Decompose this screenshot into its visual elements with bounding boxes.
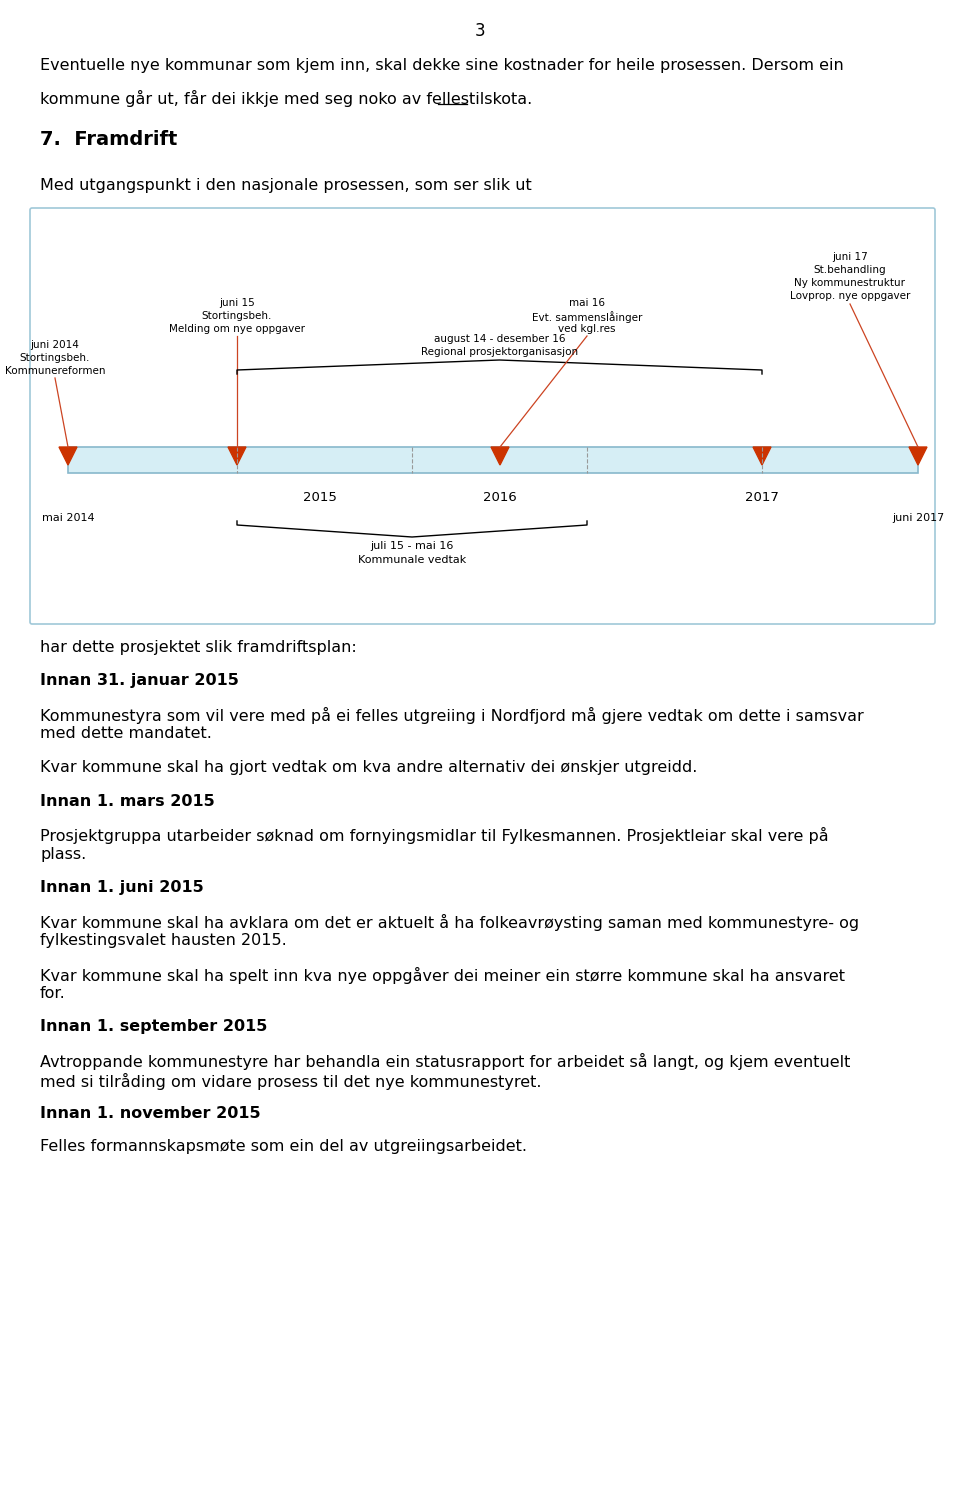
Text: Innan 1. november 2015: Innan 1. november 2015 <box>40 1106 260 1121</box>
Text: juli 15 - mai 16: juli 15 - mai 16 <box>371 541 454 552</box>
Text: Evt. sammenslåinger: Evt. sammenslåinger <box>532 310 642 322</box>
Text: Innan 1. juni 2015: Innan 1. juni 2015 <box>40 880 204 895</box>
Text: med si tilråding om vidare prosess til det nye kommunestyret.: med si tilråding om vidare prosess til d… <box>40 1073 541 1090</box>
Text: har dette prosjektet slik framdriftsplan:: har dette prosjektet slik framdriftsplan… <box>40 640 357 656</box>
Text: Kvar kommune skal ha avklara om det er aktuelt å ha folkeavrøysting saman med ko: Kvar kommune skal ha avklara om det er a… <box>40 913 859 930</box>
Text: Kommunestyra som vil vere med på ei felles utgreiing i Nordfjord må gjere vedtak: Kommunestyra som vil vere med på ei fell… <box>40 707 864 723</box>
Text: ved kgl.res: ved kgl.res <box>559 324 615 335</box>
Text: Innan 31. januar 2015: Innan 31. januar 2015 <box>40 674 239 689</box>
Text: Med utgangspunkt i den nasjonale prosessen, som ser slik ut: Med utgangspunkt i den nasjonale prosess… <box>40 178 532 193</box>
Text: august 14 - desember 16: august 14 - desember 16 <box>434 335 565 344</box>
Text: Kvar kommune skal ha gjort vedtak om kva andre alternativ dei ønskjer utgreidd.: Kvar kommune skal ha gjort vedtak om kva… <box>40 760 697 775</box>
Text: Regional prosjektorganisasjon: Regional prosjektorganisasjon <box>420 347 578 357</box>
Text: for.: for. <box>40 986 65 1001</box>
Text: juni 17: juni 17 <box>832 252 868 262</box>
Text: 2016: 2016 <box>483 491 516 503</box>
Text: Lovprop. nye oppgaver: Lovprop. nye oppgaver <box>790 291 910 301</box>
Text: Innan 1. mars 2015: Innan 1. mars 2015 <box>40 794 215 808</box>
Text: fylkestingsvalet hausten 2015.: fylkestingsvalet hausten 2015. <box>40 933 287 948</box>
Text: kommune går ut, får dei ikkje med seg noko av fellestilskota.: kommune går ut, får dei ikkje med seg no… <box>40 90 532 107</box>
Text: med dette mandatet.: med dette mandatet. <box>40 726 212 741</box>
Polygon shape <box>753 448 771 466</box>
Text: Stortingsbeh.: Stortingsbeh. <box>20 353 90 363</box>
Text: mai 2014: mai 2014 <box>41 512 94 523</box>
Text: Melding om nye oppgaver: Melding om nye oppgaver <box>169 324 305 335</box>
Text: juni 2014: juni 2014 <box>31 341 80 350</box>
Text: plass.: plass. <box>40 847 86 862</box>
Text: Felles formannskapsmøte som ein del av utgreiingsarbeidet.: Felles formannskapsmøte som ein del av u… <box>40 1139 527 1154</box>
Text: Kommunale vedtak: Kommunale vedtak <box>358 555 467 565</box>
Polygon shape <box>59 448 77 466</box>
Polygon shape <box>491 448 509 466</box>
Text: mai 16: mai 16 <box>569 298 605 307</box>
Text: Eventuelle nye kommunar som kjem inn, skal dekke sine kostnader for heile proses: Eventuelle nye kommunar som kjem inn, sk… <box>40 57 844 72</box>
Text: 7.  Framdrift: 7. Framdrift <box>40 130 178 149</box>
Polygon shape <box>909 448 927 466</box>
FancyBboxPatch shape <box>30 208 935 624</box>
Text: juni 2017: juni 2017 <box>892 512 944 523</box>
Text: Avtroppande kommunestyre har behandla ein statusrapport for arbeidet så langt, o: Avtroppande kommunestyre har behandla ei… <box>40 1053 851 1070</box>
Polygon shape <box>228 448 246 466</box>
Text: Prosjektgruppa utarbeider søknad om fornyingsmidlar til Fylkesmannen. Prosjektle: Prosjektgruppa utarbeider søknad om forn… <box>40 827 828 844</box>
Text: juni 15: juni 15 <box>219 298 254 307</box>
Text: Kommunereformen: Kommunereformen <box>5 366 106 377</box>
Bar <box>68 448 918 473</box>
Text: Stortingsbeh.: Stortingsbeh. <box>202 310 273 321</box>
Text: Kvar kommune skal ha spelt inn kva nye oppgåver dei meiner ein større kommune sk: Kvar kommune skal ha spelt inn kva nye o… <box>40 966 845 984</box>
Text: 2015: 2015 <box>303 491 337 503</box>
Text: 2017: 2017 <box>745 491 779 503</box>
Text: 3: 3 <box>474 23 486 41</box>
Text: Ny kommunestruktur: Ny kommunestruktur <box>795 277 905 288</box>
Text: Innan 1. september 2015: Innan 1. september 2015 <box>40 1020 268 1034</box>
Text: St.behandling: St.behandling <box>814 265 886 274</box>
